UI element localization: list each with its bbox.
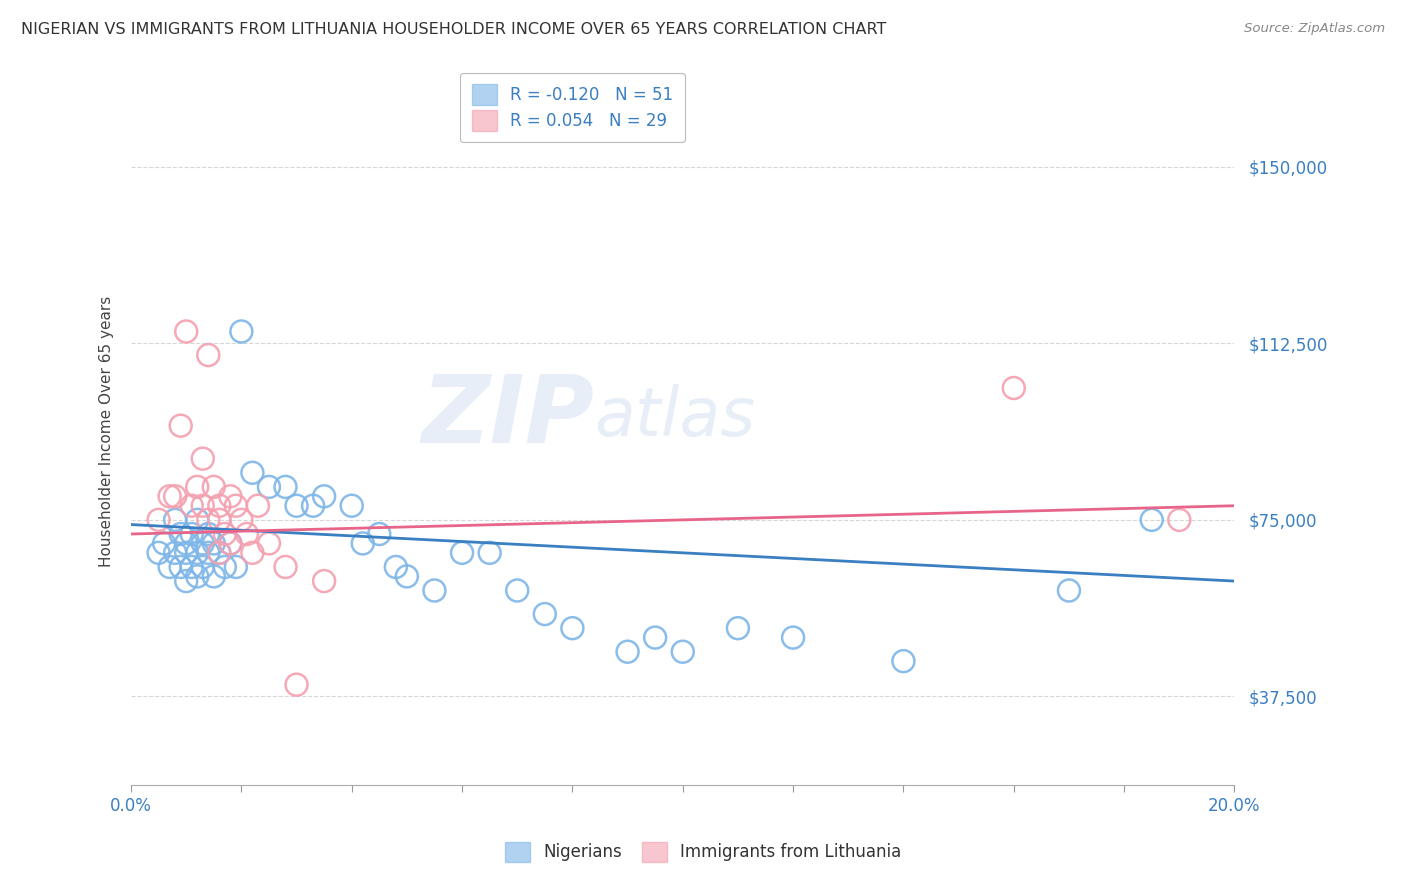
Y-axis label: Householder Income Over 65 years: Householder Income Over 65 years — [100, 296, 114, 567]
Point — [246, 499, 269, 513]
Point — [314, 489, 336, 503]
Legend: Nigerians, Immigrants from Lithuania: Nigerians, Immigrants from Lithuania — [496, 833, 910, 871]
Point — [893, 654, 915, 668]
Point — [285, 678, 308, 692]
Point — [368, 527, 391, 541]
Point — [174, 536, 197, 550]
Point — [186, 569, 208, 583]
Point — [197, 513, 219, 527]
Point — [174, 546, 197, 560]
Point — [423, 583, 446, 598]
Point — [165, 489, 187, 503]
Point — [302, 499, 325, 513]
Point — [385, 560, 408, 574]
Point — [219, 489, 242, 503]
Point — [314, 574, 336, 588]
Point — [180, 527, 202, 541]
Point — [219, 536, 242, 550]
Point — [395, 569, 418, 583]
Point — [231, 513, 253, 527]
Point — [159, 560, 181, 574]
Point — [231, 325, 253, 339]
Point — [159, 489, 181, 503]
Text: NIGERIAN VS IMMIGRANTS FROM LITHUANIA HOUSEHOLDER INCOME OVER 65 YEARS CORRELATI: NIGERIAN VS IMMIGRANTS FROM LITHUANIA HO… — [21, 22, 886, 37]
Point — [148, 546, 170, 560]
Point — [202, 480, 225, 494]
Text: Source: ZipAtlas.com: Source: ZipAtlas.com — [1244, 22, 1385, 36]
Point — [352, 536, 374, 550]
Point — [191, 560, 214, 574]
Point — [186, 513, 208, 527]
Point — [165, 513, 187, 527]
Point — [174, 574, 197, 588]
Point — [274, 480, 297, 494]
Point — [285, 499, 308, 513]
Text: ZIP: ZIP — [422, 371, 595, 464]
Point — [174, 325, 197, 339]
Point — [1002, 381, 1025, 395]
Point — [197, 546, 219, 560]
Point — [478, 546, 501, 560]
Point — [257, 480, 280, 494]
Point — [561, 621, 583, 635]
Point — [214, 527, 236, 541]
Point — [727, 621, 749, 635]
Point — [202, 536, 225, 550]
Point — [533, 607, 555, 621]
Point — [451, 546, 474, 560]
Point — [208, 546, 231, 560]
Point — [1057, 583, 1080, 598]
Point — [202, 569, 225, 583]
Point — [170, 560, 193, 574]
Point — [257, 536, 280, 550]
Point — [782, 631, 804, 645]
Point — [225, 560, 247, 574]
Point — [225, 499, 247, 513]
Point — [153, 536, 176, 550]
Point — [219, 536, 242, 550]
Point — [148, 513, 170, 527]
Point — [180, 499, 202, 513]
Point — [1140, 513, 1163, 527]
Point — [274, 560, 297, 574]
Point — [180, 560, 202, 574]
Point — [208, 513, 231, 527]
Point — [191, 499, 214, 513]
Point — [644, 631, 666, 645]
Point — [672, 645, 695, 659]
Point — [616, 645, 638, 659]
Point — [170, 527, 193, 541]
Text: atlas: atlas — [595, 384, 755, 450]
Point — [191, 451, 214, 466]
Point — [165, 546, 187, 560]
Point — [340, 499, 363, 513]
Point — [191, 536, 214, 550]
Point — [236, 527, 259, 541]
Legend: R = -0.120   N = 51, R = 0.054   N = 29: R = -0.120 N = 51, R = 0.054 N = 29 — [460, 72, 685, 143]
Point — [242, 546, 264, 560]
Point — [506, 583, 529, 598]
Point — [197, 527, 219, 541]
Point — [242, 466, 264, 480]
Point — [208, 499, 231, 513]
Point — [1168, 513, 1191, 527]
Point — [197, 348, 219, 362]
Point — [186, 546, 208, 560]
Point — [170, 418, 193, 433]
Point — [186, 480, 208, 494]
Point — [214, 560, 236, 574]
Point — [208, 546, 231, 560]
